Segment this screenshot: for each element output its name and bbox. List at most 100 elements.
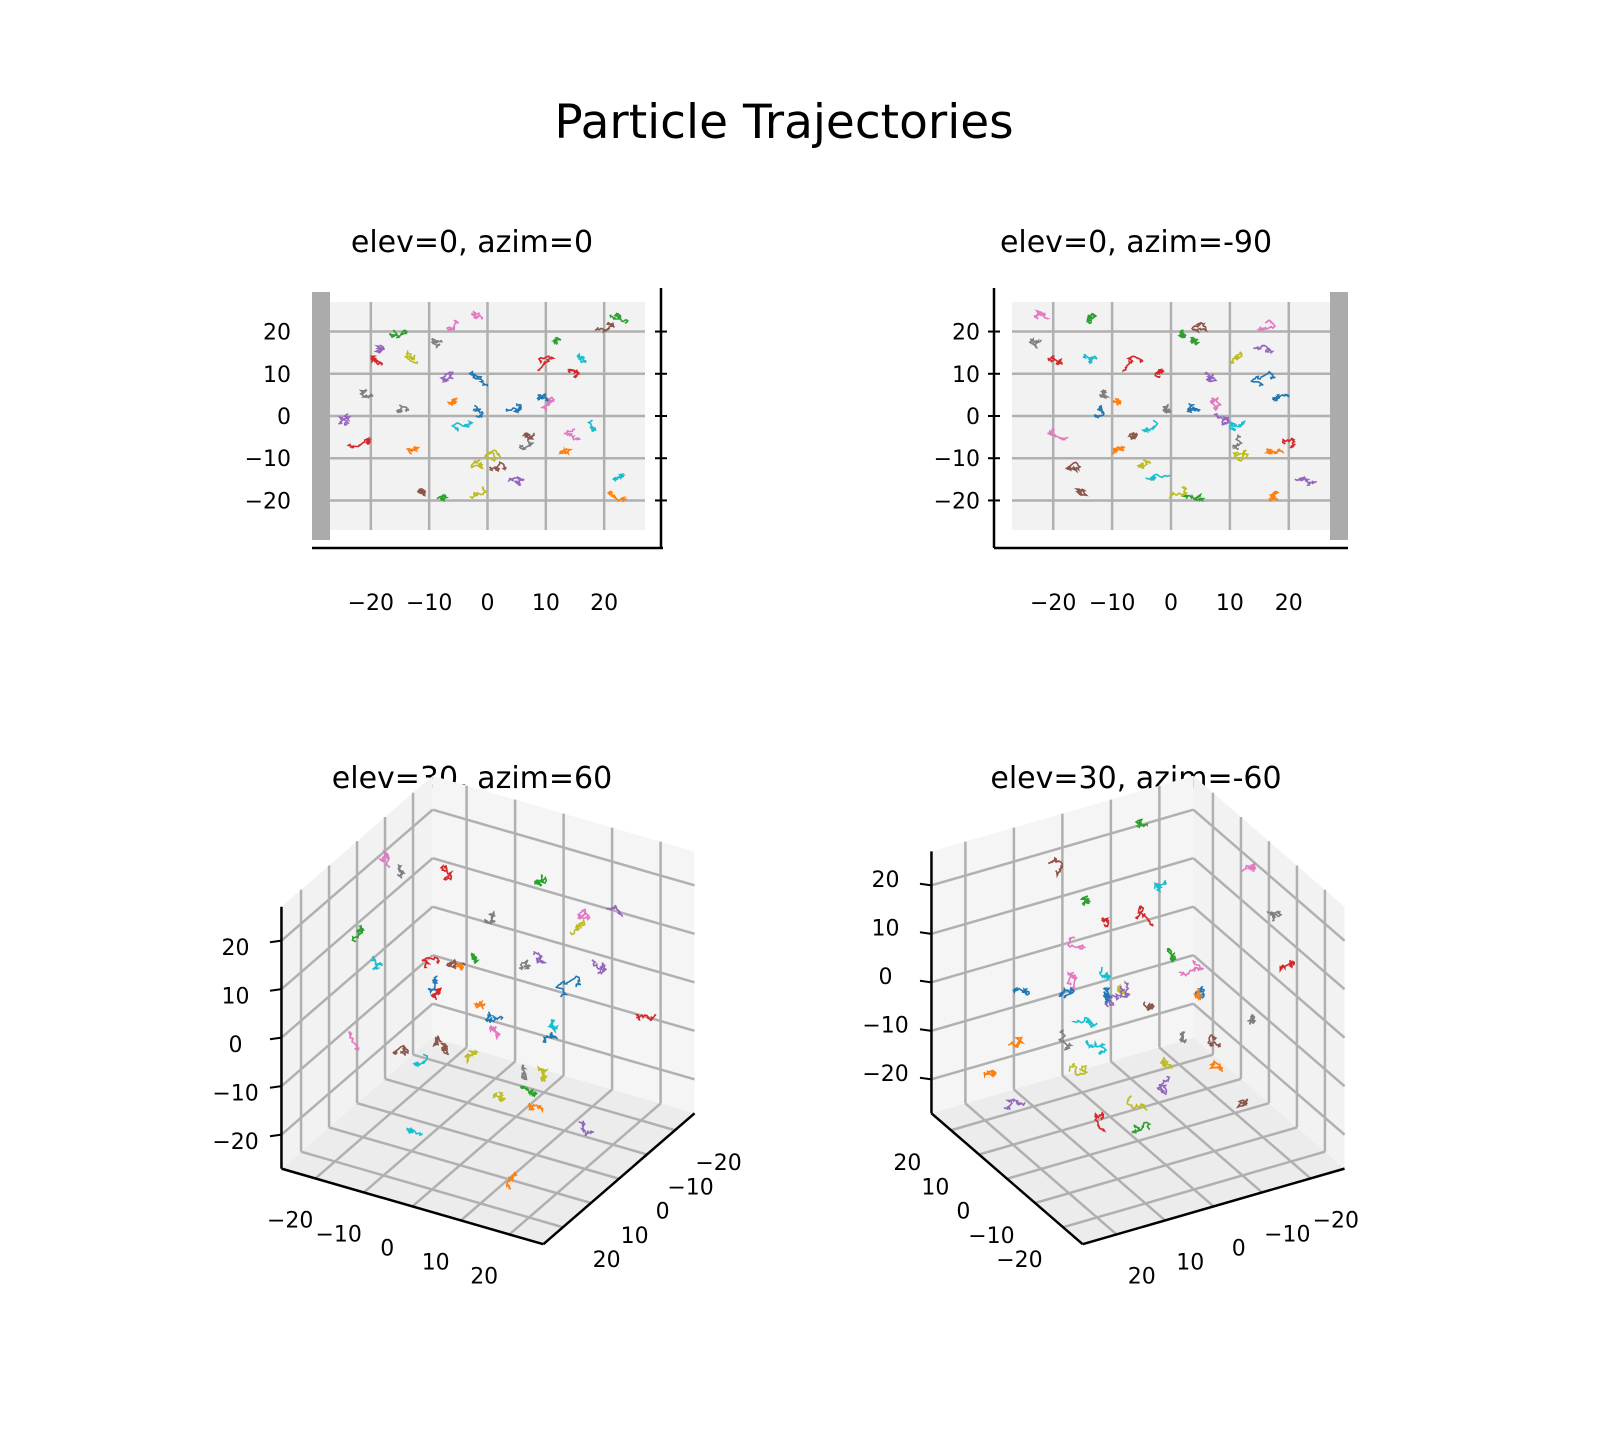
trajectory-28 <box>1126 1095 1148 1111</box>
trajectory-28 <box>469 486 489 500</box>
x-axis-line <box>1082 1167 1345 1246</box>
grid-line <box>1192 905 1346 1039</box>
trajectory-36 <box>1256 319 1277 331</box>
tick-label-x: −10 <box>1089 591 1135 616</box>
trajectory-4 <box>373 344 385 354</box>
tick-label-y: 10 <box>532 591 560 616</box>
panel-elev30-azim-60: elev=30, azim=-60 −20−1001020−20−1001020… <box>862 761 1359 1290</box>
trajectory-33 <box>369 355 384 367</box>
tick-label-z: 0 <box>879 965 893 990</box>
trajectory-35 <box>1127 432 1138 441</box>
tick-mark <box>269 1036 282 1041</box>
grid-line <box>931 857 1194 936</box>
tick-label-y: −10 <box>667 1175 713 1200</box>
grid-line <box>432 857 695 936</box>
trajectory-21 <box>455 963 465 972</box>
trajectory-38 <box>483 449 502 463</box>
tick-label-y: 0 <box>481 591 495 616</box>
trajectory-9 <box>450 419 474 433</box>
trajectory-25 <box>392 1044 409 1056</box>
tick-label-z: −20 <box>862 1062 908 1087</box>
trajectory-5 <box>594 321 615 334</box>
panel-elev0-azim0: elev=0, azim=0 −20 −10 0 10 20 −20 −10 0 10 20 <box>245 225 667 616</box>
trajectory-8 <box>1160 1056 1173 1070</box>
panel-elev0-azim-90: elev=0, azim=-90 −20 −10 0 10 20 −20 −10 0 10 20 <box>934 225 1348 616</box>
trajectory-20 <box>468 370 489 387</box>
tick-label-x: −20 <box>267 1209 313 1234</box>
grid-line <box>1006 1101 1270 1180</box>
trajectory-31 <box>473 999 486 1010</box>
grid-line <box>328 1126 592 1205</box>
trajectory-0 <box>472 404 484 418</box>
trajectory-1 <box>983 1069 997 1079</box>
tick-mark <box>919 1028 932 1032</box>
trajectory-22 <box>1086 312 1098 325</box>
grid-line <box>300 1150 564 1229</box>
trajectory-12 <box>534 874 548 887</box>
panel-title: elev=0, azim=-90 <box>1000 225 1272 260</box>
x-axis-line <box>281 1167 544 1246</box>
trajectory-35 <box>432 1034 444 1048</box>
trajectory-24 <box>532 950 548 964</box>
tick-label-y: −20 <box>996 1248 1042 1273</box>
grid-line <box>432 808 695 887</box>
tick-label-z: −10 <box>212 1081 258 1106</box>
grid-line <box>978 1077 1242 1156</box>
trajectory-14 <box>578 1120 595 1136</box>
tick-label-y: −20 <box>348 591 394 616</box>
panel-elev30-azim60: elev=30, azim=60 −20−1001020−20−1001020−… <box>212 761 741 1290</box>
grid-line <box>356 1101 620 1180</box>
grid-line <box>931 808 1194 887</box>
trajectory-10 <box>505 403 522 414</box>
trajectory-39 <box>370 955 384 971</box>
tick-label-x: −20 <box>1030 591 1076 616</box>
trajectory-8 <box>470 459 484 470</box>
trajectory-26 <box>1033 309 1051 320</box>
trajectory-19 <box>611 473 626 483</box>
trajectory-38 <box>536 1065 549 1083</box>
trajectory-2 <box>1180 492 1206 503</box>
trajectory-0 <box>427 975 439 995</box>
trajectory-13 <box>567 368 581 379</box>
trajectory-31 <box>1208 1059 1224 1073</box>
trajectory-13 <box>1154 368 1165 379</box>
trajectory-16 <box>488 1025 501 1041</box>
trajectory-11 <box>527 1102 544 1114</box>
trajectory-17 <box>1028 337 1042 349</box>
side-pane <box>1330 292 1348 540</box>
trajectory-7 <box>358 388 374 399</box>
tick-mark <box>919 979 932 984</box>
grid-line <box>280 857 434 991</box>
trajectory-9 <box>1085 1039 1108 1056</box>
tick-label-x: 10 <box>1216 591 1244 616</box>
trajectory-21 <box>1112 397 1122 406</box>
trajectory-10 <box>1102 987 1114 1004</box>
trajectory-24 <box>1119 980 1131 999</box>
trajectory-11 <box>558 446 574 457</box>
tick-label-z: 20 <box>872 868 900 893</box>
tick-mark <box>269 988 282 992</box>
grid-line <box>1192 808 1346 942</box>
tick-label-x: 0 <box>380 1237 394 1262</box>
trajectory-7 <box>1247 1013 1257 1025</box>
trajectory-38 <box>1068 1062 1089 1077</box>
tick-label-z: 0 <box>229 1033 243 1058</box>
trajectory-23 <box>1094 1111 1107 1133</box>
tick-label-z: 0 <box>277 405 291 430</box>
tick-label-y: 20 <box>593 1248 621 1273</box>
trajectory-11 <box>1007 1036 1026 1049</box>
grid-line <box>1013 1088 1166 1222</box>
trajectory-23 <box>1281 437 1296 449</box>
trajectory-12 <box>388 328 408 339</box>
trajectory-29 <box>1098 966 1111 982</box>
trajectory-33 <box>1279 959 1295 973</box>
trajectory-17 <box>430 337 444 349</box>
tick-mark <box>269 939 282 944</box>
tick-label-z: −10 <box>862 1014 908 1039</box>
trajectory-31 <box>405 446 420 455</box>
trajectory-19 <box>1071 1016 1098 1029</box>
tick-label-y: −10 <box>406 591 452 616</box>
trajectory-32 <box>551 336 562 346</box>
trajectory-33 <box>439 863 454 881</box>
trajectory-36 <box>576 908 591 921</box>
